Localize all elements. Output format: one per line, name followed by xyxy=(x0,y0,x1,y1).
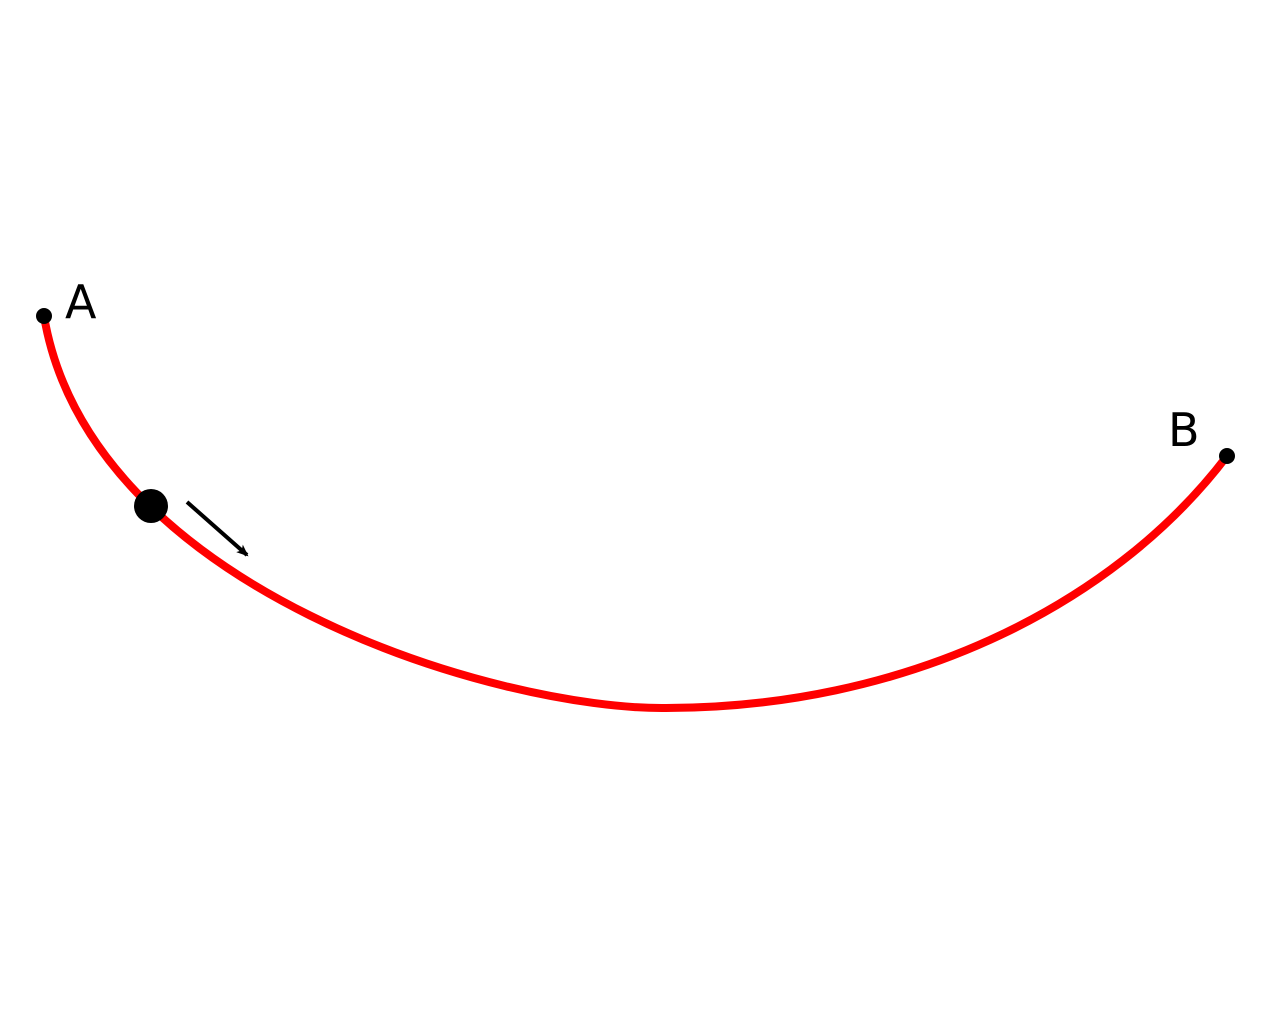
point-a-marker xyxy=(36,308,52,324)
point-b-label: B xyxy=(1168,403,1200,457)
ball-icon xyxy=(134,489,168,523)
point-b-marker xyxy=(1219,448,1235,464)
point-a-label: A xyxy=(65,275,97,329)
arrow-down-right-icon xyxy=(185,500,249,557)
trajectory-curve xyxy=(40,312,1231,713)
